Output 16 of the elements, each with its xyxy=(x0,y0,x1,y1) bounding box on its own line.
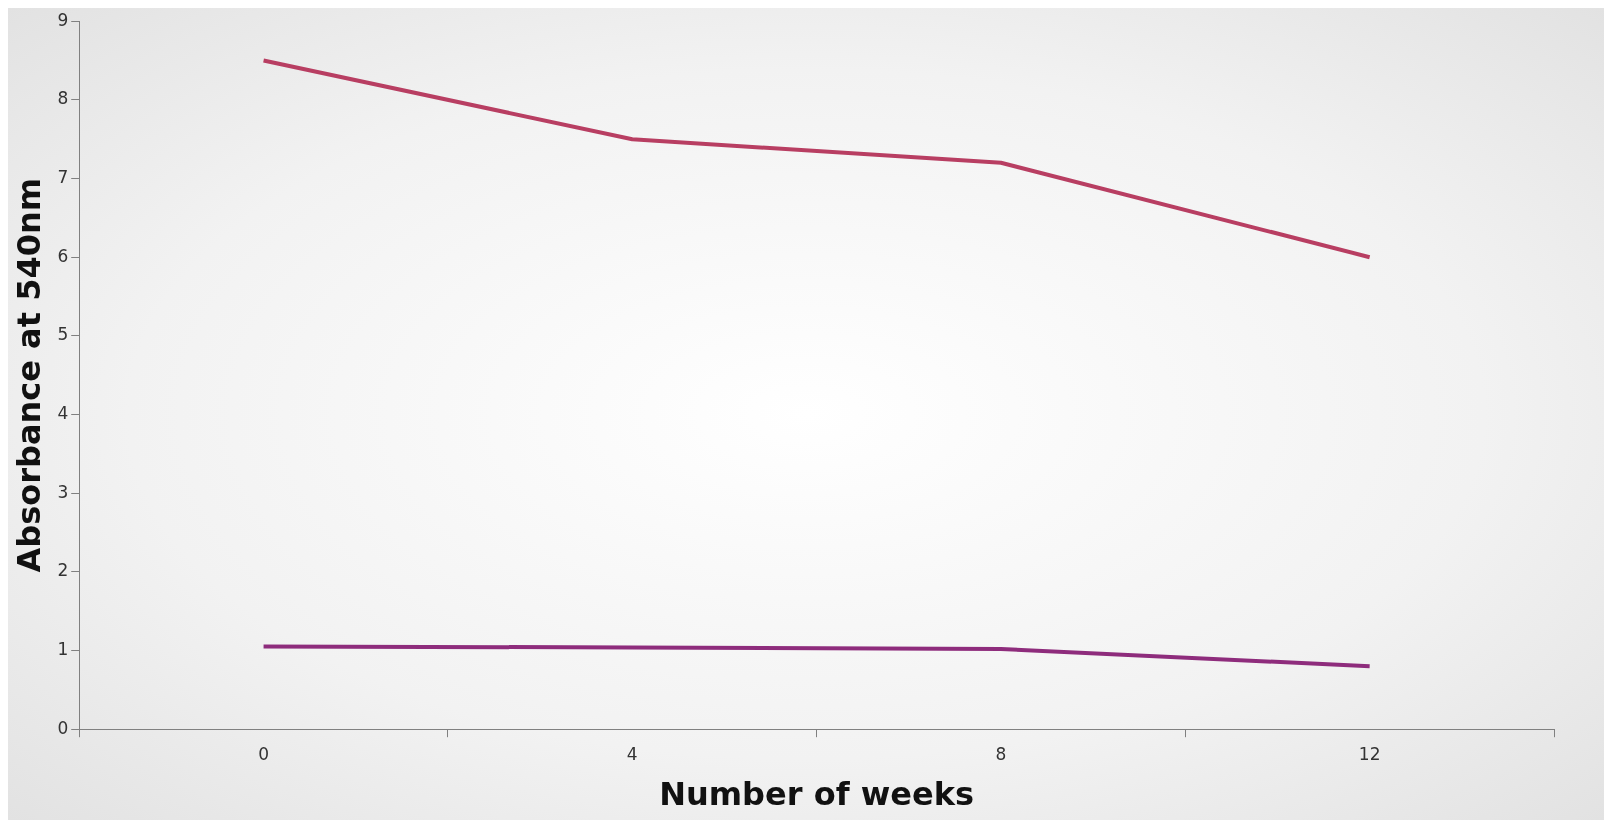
y-tick-label: 1 xyxy=(57,638,69,659)
y-tick-label: 4 xyxy=(57,402,69,423)
y-tick-label: 5 xyxy=(57,324,69,345)
y-tick-label: 8 xyxy=(57,88,69,109)
x-tick-label: 12 xyxy=(1358,743,1381,764)
x-tick-label: 8 xyxy=(995,743,1007,764)
y-axis-title: Absorbance at 540nm xyxy=(9,177,48,573)
x-tick-label: 4 xyxy=(626,743,638,764)
y-tick-label: 3 xyxy=(57,481,69,502)
y-tick-label: 7 xyxy=(57,166,69,187)
y-tick-label: 9 xyxy=(57,9,69,30)
y-tick-label: 6 xyxy=(57,245,69,266)
y-tick-label: 0 xyxy=(57,717,69,738)
y-tick-label: 2 xyxy=(57,560,69,581)
x-axis-title: Number of weeks xyxy=(659,775,974,814)
x-tick-label: 0 xyxy=(258,743,269,764)
